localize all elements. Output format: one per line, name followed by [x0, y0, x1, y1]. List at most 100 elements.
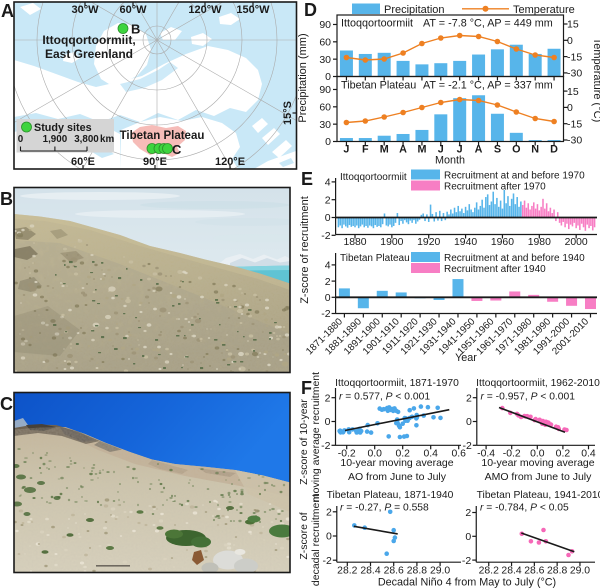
svg-text:10-year moving average: 10-year moving average — [481, 457, 594, 469]
svg-text:M: M — [417, 144, 426, 156]
svg-text:Precipitation (mm): Precipitation (mm) — [297, 33, 309, 122]
svg-text:Recruitment after 1970: Recruitment after 1970 — [444, 182, 546, 193]
svg-text:28.6: 28.6 — [384, 566, 404, 577]
svg-text:3,800: 3,800 — [74, 134, 99, 145]
svg-text:decadal recruitment: decadal recruitment — [310, 494, 322, 586]
svg-text:East Greenland: East Greenland — [45, 47, 133, 61]
svg-text:60°W: 60°W — [119, 4, 147, 16]
svg-text:Z-score of 10-year: Z-score of 10-year — [298, 399, 310, 485]
svg-text:-2: -2 — [321, 308, 330, 320]
svg-text:1900: 1900 — [380, 237, 403, 248]
svg-text:0.2: 0.2 — [395, 449, 410, 460]
svg-text:Year: Year — [455, 352, 477, 364]
svg-text:M: M — [380, 144, 389, 156]
svg-text:r = -0.784, P < 0.05: r = -0.784, P < 0.05 — [480, 503, 569, 514]
svg-text:60: 60 — [319, 37, 331, 49]
svg-text:2: 2 — [325, 392, 331, 404]
svg-text:28.2: 28.2 — [479, 566, 499, 577]
svg-text:4: 4 — [325, 177, 331, 189]
svg-text:-2: -2 — [321, 440, 330, 452]
svg-text:AT = -7.8 °C, AP = 449 mm: AT = -7.8 °C, AP = 449 mm — [423, 18, 553, 30]
svg-text:Recruitment after 1940: Recruitment after 1940 — [444, 264, 546, 275]
svg-text:r = 0.577, P < 0.001: r = 0.577, P < 0.001 — [339, 392, 430, 403]
svg-text:120°W: 120°W — [188, 4, 222, 16]
svg-text:1,900: 1,900 — [43, 134, 68, 145]
svg-text:150°W: 150°W — [236, 4, 270, 16]
svg-text:0.2: 0.2 — [556, 449, 571, 460]
svg-text:Z-score of: Z-score of — [298, 512, 310, 559]
svg-text:28.8: 28.8 — [407, 566, 427, 577]
svg-text:D: D — [304, 0, 317, 20]
svg-text:0: 0 — [325, 292, 331, 304]
svg-text:-30: -30 — [567, 68, 582, 80]
svg-text:1940: 1940 — [454, 237, 477, 248]
svg-text:-2: -2 — [322, 555, 331, 567]
svg-text:30: 30 — [319, 119, 331, 131]
svg-text:30°W: 30°W — [71, 4, 99, 16]
svg-text:B: B — [131, 22, 140, 37]
svg-text:A: A — [399, 144, 407, 156]
svg-text:0: 0 — [567, 102, 573, 114]
svg-text:30: 30 — [319, 54, 331, 66]
svg-text:28.8: 28.8 — [547, 566, 567, 577]
svg-text:28.2: 28.2 — [337, 566, 357, 577]
svg-text:-15: -15 — [567, 51, 582, 63]
svg-text:D: D — [550, 144, 558, 156]
svg-text:28.4: 28.4 — [501, 566, 521, 577]
svg-text:A: A — [1, 1, 14, 21]
svg-text:Ittoqqortoormiit, 1962-2010: Ittoqqortoormiit, 1962-2010 — [476, 378, 600, 389]
svg-text:15: 15 — [567, 19, 579, 31]
svg-text:0: 0 — [325, 71, 331, 83]
svg-text:r = -0.957, P < 0.001: r = -0.957, P < 0.001 — [481, 392, 576, 403]
svg-text:28.6: 28.6 — [524, 566, 544, 577]
svg-text:-0.4: -0.4 — [477, 449, 495, 460]
svg-text:Z-score of recruitment: Z-score of recruitment — [299, 196, 311, 304]
svg-text:28.4: 28.4 — [360, 566, 380, 577]
svg-text:0: 0 — [325, 136, 331, 148]
svg-text:0.4: 0.4 — [581, 449, 596, 460]
svg-text:2: 2 — [466, 392, 472, 404]
svg-text:1960: 1960 — [491, 237, 514, 248]
svg-text:2: 2 — [325, 194, 331, 206]
svg-text:0: 0 — [466, 416, 472, 428]
svg-text:90: 90 — [319, 19, 331, 31]
svg-text:0: 0 — [18, 134, 24, 145]
svg-text:90: 90 — [319, 84, 331, 96]
svg-text:Decadal Niño 4 from May to Jul: Decadal Niño 4 from May to July (°C) — [378, 577, 556, 588]
svg-text:60: 60 — [319, 102, 331, 114]
svg-text:2: 2 — [326, 507, 332, 519]
svg-text:0: 0 — [325, 212, 331, 224]
svg-text:Ittoqqortoormiit, 1871-1970: Ittoqqortoormiit, 1871-1970 — [335, 378, 459, 389]
svg-text:N: N — [531, 144, 539, 156]
svg-text:Precipitation: Precipitation — [384, 4, 445, 16]
svg-text:C: C — [0, 394, 13, 414]
svg-text:Temperature: Temperature — [513, 4, 575, 16]
svg-text:-15: -15 — [567, 118, 582, 130]
svg-text:J: J — [343, 144, 349, 156]
svg-text:Tibetan Plateau: Tibetan Plateau — [341, 80, 416, 92]
svg-text:Temperature (°C): Temperature (°C) — [591, 38, 600, 122]
svg-text:F: F — [301, 378, 312, 398]
svg-text:4: 4 — [325, 260, 331, 272]
svg-text:15: 15 — [567, 86, 579, 98]
svg-text:0.0: 0.0 — [367, 449, 382, 460]
svg-text:0.6: 0.6 — [451, 449, 466, 460]
svg-text:1980: 1980 — [528, 237, 551, 248]
svg-text:AT = -2.1 °C, AP = 337 mm: AT = -2.1 °C, AP = 337 mm — [423, 80, 553, 92]
svg-text:J: J — [438, 144, 444, 156]
svg-text:AO from June to July: AO from June to July — [348, 471, 447, 483]
svg-text:F: F — [362, 144, 369, 156]
svg-text:Month: Month — [435, 155, 465, 167]
svg-text:E: E — [301, 169, 313, 189]
svg-text:90°E: 90°E — [143, 156, 167, 168]
svg-text:-0.2: -0.2 — [338, 449, 356, 460]
svg-text:0.0: 0.0 — [530, 449, 545, 460]
svg-text:1920: 1920 — [417, 237, 440, 248]
svg-text:1880: 1880 — [343, 237, 366, 248]
svg-text:2: 2 — [465, 507, 471, 519]
svg-text:AMO from June to July: AMO from June to July — [485, 471, 593, 483]
svg-text:Tibetan Plateau: Tibetan Plateau — [120, 130, 205, 142]
svg-text:60°E: 60°E — [71, 156, 95, 168]
svg-text:Tibetan Plateau: Tibetan Plateau — [340, 253, 410, 264]
svg-text:2000: 2000 — [565, 237, 588, 248]
